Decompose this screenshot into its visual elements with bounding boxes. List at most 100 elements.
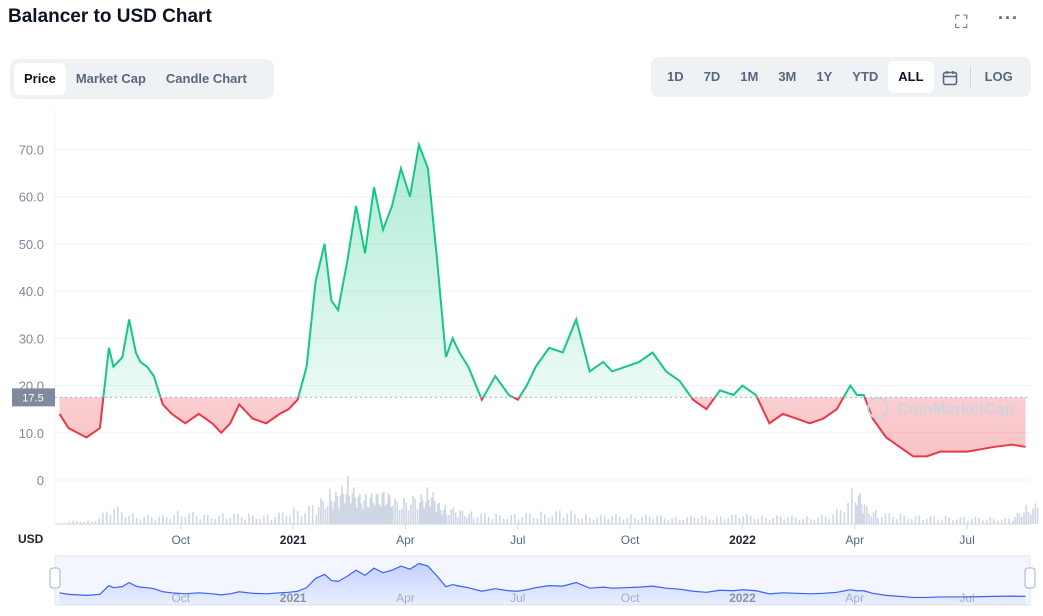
volume-bar: [480, 513, 482, 524]
volume-bar: [656, 515, 658, 524]
y-tick-label: 30.0: [19, 331, 44, 346]
volume-bar: [433, 500, 436, 524]
volume-bar: [326, 505, 329, 524]
range-7d[interactable]: 7D: [703, 69, 721, 84]
volume-bar: [332, 508, 334, 524]
volume-bar: [400, 508, 403, 524]
volume-bar: [514, 513, 516, 524]
volume-bar: [430, 497, 433, 524]
volume-bar: [783, 519, 786, 524]
volume-bar: [281, 512, 284, 524]
volume-bar: [555, 511, 557, 524]
volume-bar: [779, 516, 782, 524]
price-area: [59, 144, 1026, 457]
volume-bar: [985, 520, 988, 524]
volume-bar: [255, 518, 258, 524]
volume-bar: [83, 522, 86, 524]
tab-candle-chart[interactable]: Candle Chart: [165, 71, 247, 86]
volume-bar: [880, 517, 883, 524]
volume-bar: [499, 515, 501, 524]
navigator-handle-right[interactable]: [1024, 567, 1036, 589]
volume-bar: [225, 518, 228, 524]
price-line-up: [102, 140, 866, 398]
range-3m[interactable]: 3M: [778, 69, 797, 84]
volume-bar: [872, 512, 875, 524]
volume-bar: [547, 517, 550, 524]
tab-market-cap[interactable]: Market Cap: [75, 71, 146, 86]
more-icon[interactable]: ···: [998, 8, 1019, 28]
volume-bar: [806, 516, 808, 524]
volume-bar: [1023, 512, 1025, 524]
volume-bar: [266, 514, 269, 524]
y-tick-label: 70.0: [19, 142, 44, 157]
volume-bar: [502, 518, 505, 524]
volume-bar: [517, 519, 520, 524]
volume-bar: [506, 518, 509, 524]
volume-bar: [540, 511, 542, 524]
volume-bar: [742, 516, 745, 524]
volume-bar: [857, 495, 860, 524]
volume-bar: [843, 512, 846, 524]
currency-label: USD: [18, 532, 44, 546]
navigator-handle-left[interactable]: [49, 567, 61, 589]
volume-bar: [377, 493, 379, 524]
volume-bar: [470, 511, 473, 524]
volume-bar: [94, 521, 97, 524]
volume-bar: [521, 517, 524, 524]
volume-bar: [723, 519, 726, 524]
log-toggle[interactable]: LOG: [984, 69, 1013, 84]
volume-bar: [675, 516, 677, 524]
volume-bar: [98, 518, 101, 524]
calendar-icon[interactable]: [934, 61, 966, 93]
volume-bar: [682, 519, 685, 524]
volume-bar: [573, 513, 576, 524]
volume-bar: [359, 494, 361, 524]
volume-bar: [236, 513, 239, 524]
volume-bar: [270, 519, 273, 524]
volume-bar: [978, 518, 980, 524]
x-tick-label: Oct: [171, 533, 190, 547]
volume-bar: [330, 500, 333, 524]
volume-bar: [79, 522, 82, 524]
volume-bar: [495, 513, 497, 524]
range-selector: 1D 7D 1M 3M 1Y YTD ALL LOG: [651, 57, 1031, 97]
volume-bar: [403, 497, 405, 524]
volume-bar: [188, 513, 190, 524]
volume-bar: [1025, 504, 1028, 524]
range-1d[interactable]: 1D: [667, 69, 684, 84]
volume-bar: [566, 513, 569, 524]
volume-bar: [203, 515, 205, 524]
volume-bar: [375, 494, 378, 524]
volume-bar: [132, 512, 134, 524]
volume-bar: [1012, 520, 1014, 524]
navigator-tick-label: Jul: [959, 591, 974, 605]
volume-bar: [366, 506, 369, 524]
range-1m[interactable]: 1M: [740, 69, 759, 84]
volume-bar: [525, 513, 527, 524]
watermark: CoinMarketCap: [867, 397, 1015, 419]
volume-bar: [727, 518, 730, 524]
volume-bar: [660, 515, 662, 524]
volume-bar: [974, 516, 977, 524]
volume-bar: [180, 516, 183, 524]
volume-bar: [955, 519, 958, 524]
volume-bar: [90, 521, 93, 524]
volume-bar: [877, 518, 879, 524]
navigator-area: [59, 563, 1026, 605]
volume-bar: [339, 495, 342, 524]
fullscreen-icon[interactable]: ⛶: [955, 12, 968, 32]
volume-bar: [839, 510, 842, 524]
range-ytd[interactable]: YTD: [852, 69, 879, 84]
volume-bar: [416, 509, 419, 524]
volume-bar: [596, 517, 599, 524]
range-1y[interactable]: 1Y: [816, 69, 833, 84]
tab-price[interactable]: Price: [14, 63, 66, 95]
range-all[interactable]: ALL: [888, 61, 934, 93]
volume-bar: [592, 519, 595, 524]
navigator[interactable]: Oct 2021 Apr Jul Oct 2022 Apr Jul: [49, 555, 1036, 606]
volume-bar: [828, 519, 831, 524]
volume-bar: [363, 500, 366, 524]
volume-bar: [663, 518, 666, 524]
volume-bar: [240, 517, 243, 524]
